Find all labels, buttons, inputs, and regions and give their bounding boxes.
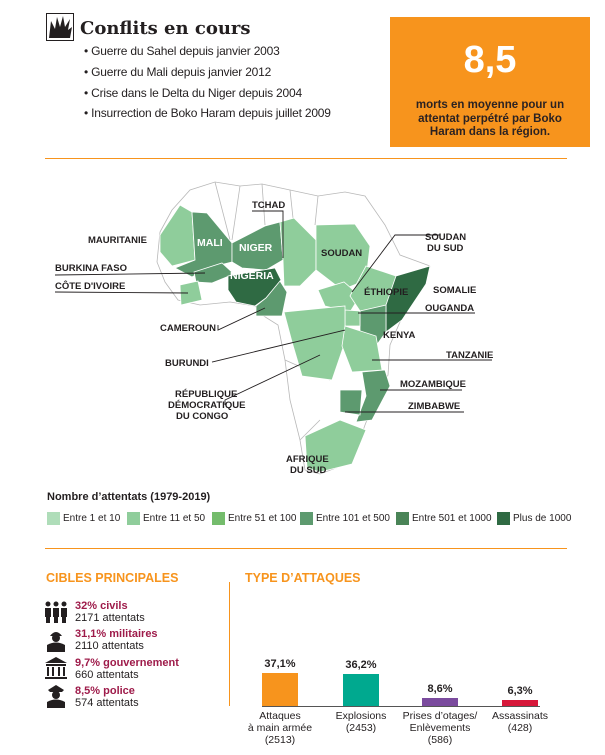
stat-text: morts en moyenne pour un attentat perpét…: [415, 99, 565, 138]
target-civils: 32% civils 2171 attentats: [75, 600, 145, 624]
country-ouganda: [344, 309, 361, 327]
country-tanzanie: [341, 325, 383, 373]
bar-value-label: 37,1%: [264, 658, 296, 670]
targets-title: CIBLES PRINCIPALES: [46, 571, 179, 585]
svg-text:MAURITANIE: MAURITANIE: [88, 235, 147, 246]
legend-swatch: [212, 512, 225, 525]
svg-text:DU CONGO: DU CONGO: [176, 411, 228, 422]
legend-item: Entre 11 et 50: [127, 512, 205, 525]
svg-text:DÉMOCRATIQUE: DÉMOCRATIQUE: [168, 400, 245, 411]
country-mauritanie: [159, 204, 196, 267]
country-tchad: [279, 217, 317, 287]
chart-title: TYPE D’ATTAQUES: [245, 571, 361, 585]
country-afrique-du-sud: [304, 419, 367, 473]
country-burkina-faso: [193, 262, 235, 284]
country-cote-divoire: [179, 280, 203, 306]
bar-category-label: Explosions (2453): [335, 710, 387, 734]
legend-swatch: [396, 512, 409, 525]
legend-item: Entre 501 et 1000: [396, 512, 492, 525]
svg-text:RÉPUBLIQUE: RÉPUBLIQUE: [175, 389, 237, 400]
stat-value: 8,5: [463, 39, 517, 81]
bar: [262, 673, 298, 706]
civilians-icon: [45, 601, 67, 623]
bar: [422, 698, 458, 706]
svg-text:SOUDAN: SOUDAN: [425, 232, 466, 243]
svg-text:NIGERIA: NIGERIA: [230, 270, 274, 282]
bar-category-label: Assassinats (428): [491, 710, 549, 734]
svg-text:AFRIQUE: AFRIQUE: [286, 454, 329, 465]
legend-swatch: [127, 512, 140, 525]
legend-swatch: [47, 512, 60, 525]
chart-baseline: [262, 706, 540, 707]
legend-item: Entre 101 et 500: [300, 512, 390, 525]
target-militaires: 31,1% militaires 2110 attentats: [75, 628, 158, 652]
divider: [45, 158, 567, 159]
legend-item: Plus de 1000: [497, 512, 571, 525]
bar: [502, 700, 538, 706]
country-rdc: [283, 305, 346, 381]
leader-lines: [54, 210, 492, 413]
divider: [45, 548, 567, 549]
svg-text:SOUDAN: SOUDAN: [321, 248, 362, 259]
legend-swatch: [300, 512, 313, 525]
bar-value-label: 6,3%: [507, 685, 533, 698]
legend-swatch: [497, 512, 510, 525]
svg-text:ZIMBABWE: ZIMBABWE: [408, 401, 460, 412]
legend-label: Entre 101 et 500: [316, 513, 390, 524]
svg-text:CAMEROUN: CAMEROUN: [160, 323, 216, 334]
svg-text:MALI: MALI: [197, 237, 223, 249]
conflict-item: • Guerre du Sahel depuis janvier 2003: [84, 44, 280, 58]
map-labels: MAURITANIE MALI NIGER TCHAD NIGERIA BURK…: [55, 200, 493, 476]
svg-text:MOZAMBIQUE: MOZAMBIQUE: [400, 379, 466, 390]
country-cameroun: [255, 280, 288, 317]
conflict-item: • Guerre du Mali depuis janvier 2012: [84, 65, 272, 79]
svg-text:TANZANIE: TANZANIE: [446, 350, 493, 361]
legend-item: Entre 1 et 10: [47, 512, 120, 525]
stat-box: 8,5 morts en moyenne pour un attentat pe…: [390, 17, 590, 147]
government-building-icon: [45, 657, 67, 679]
legend-title: Nombre d’attentats (1979-2019): [47, 491, 211, 503]
conflict-item: • Crise dans le Delta du Niger depuis 20…: [84, 86, 302, 100]
legend-item: Entre 51 et 100: [212, 512, 296, 525]
africa-map: MAURITANIE MALI NIGER TCHAD NIGERIA BURK…: [54, 181, 493, 476]
country-zimbabwe: [339, 389, 363, 416]
svg-text:OUGANDA: OUGANDA: [425, 303, 474, 314]
target-gouvernement: 9,7% gouvernement 660 attentats: [75, 657, 179, 681]
page-title: Conflits en cours: [80, 18, 251, 39]
svg-text:BURKINA FASO: BURKINA FASO: [55, 263, 127, 274]
country-niger: [231, 221, 284, 271]
svg-text:DU SUD: DU SUD: [427, 243, 464, 254]
svg-text:SOMALIE: SOMALIE: [433, 285, 476, 296]
svg-text:DU SUD: DU SUD: [290, 465, 327, 476]
divider: [229, 582, 230, 706]
legend-label: Plus de 1000: [513, 513, 572, 524]
svg-text:TCHAD: TCHAD: [252, 200, 285, 211]
country-mozambique: [355, 369, 391, 423]
legend-label: Entre 1 et 10: [63, 513, 121, 524]
legend-label: Entre 501 et 1000: [412, 513, 492, 524]
svg-text:CÔTE D'IVOIRE: CÔTE D'IVOIRE: [55, 280, 125, 292]
target-police: 8,5% police 574 attentats: [75, 685, 139, 709]
explosion-icon: [46, 13, 74, 41]
svg-text:BURUNDI: BURUNDI: [165, 358, 209, 369]
bar-value-label: 36,2%: [345, 658, 377, 671]
bar: [343, 673, 379, 706]
bar-category-label: Attaques à main armée (2513): [247, 710, 313, 746]
svg-text:KENYA: KENYA: [383, 330, 416, 341]
svg-text:NIGER: NIGER: [239, 242, 273, 254]
bar-value-label: 8,6%: [427, 683, 453, 696]
police-officer-icon: [47, 685, 65, 708]
bar-category-label: Prises d’otages/Enlèvements (586): [402, 710, 478, 746]
conflict-item: • Insurrection de Boko Haram depuis juil…: [84, 106, 331, 120]
svg-text:ÉTHIOPIE: ÉTHIOPIE: [364, 287, 408, 298]
soldier-icon: [47, 632, 65, 652]
legend-label: Entre 11 et 50: [143, 513, 206, 524]
legend-label: Entre 51 et 100: [228, 513, 297, 524]
